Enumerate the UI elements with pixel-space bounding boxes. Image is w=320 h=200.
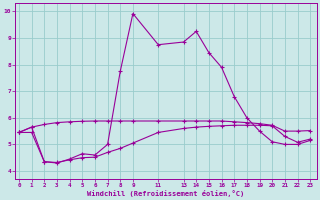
X-axis label: Windchill (Refroidissement éolien,°C): Windchill (Refroidissement éolien,°C)	[87, 190, 244, 197]
